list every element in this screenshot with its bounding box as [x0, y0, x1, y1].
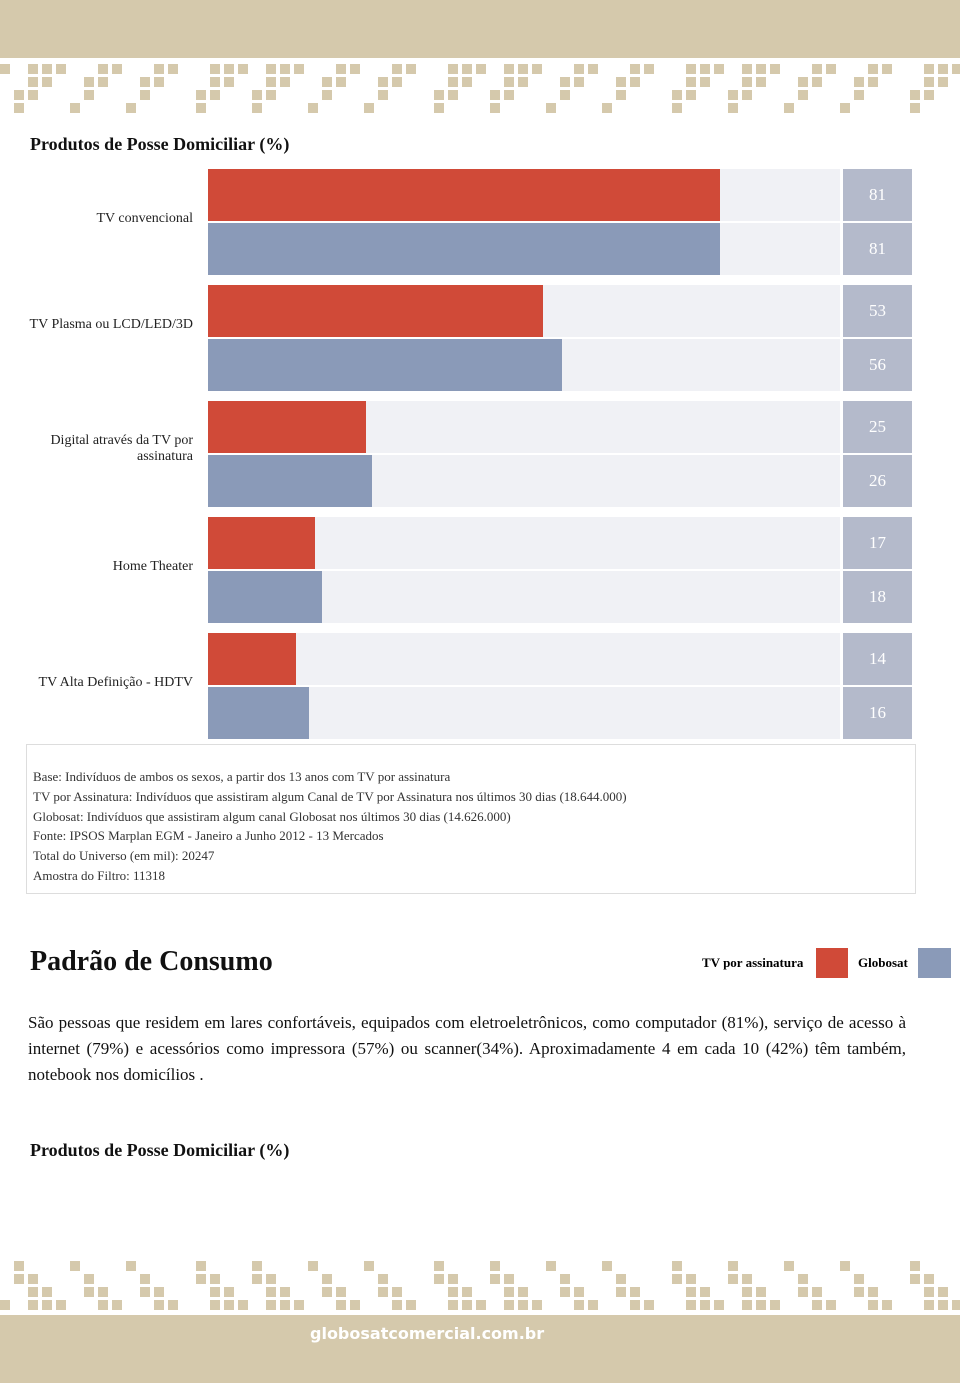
bar [208, 633, 297, 685]
footer-decoration [0, 1261, 960, 1383]
chart-title: Produtos de Posse Domiciliar (%) [30, 134, 290, 154]
value-label: 17 [843, 517, 912, 569]
bar [208, 339, 562, 391]
category-label: Home Theater [112, 559, 193, 574]
value-label: 26 [843, 455, 912, 507]
bar [208, 517, 316, 569]
value-label: 81 [843, 223, 912, 275]
section-title: Padrão de Consumo [30, 946, 273, 977]
value-label: 14 [843, 633, 912, 685]
note-line: Base: Indivíduos de ambos os sexos, a pa… [33, 769, 451, 784]
legend-swatch [918, 948, 951, 978]
note-line: Amostra do Filtro: 11318 [33, 867, 166, 883]
value-label: 16 [843, 687, 912, 739]
value-label: 81 [843, 169, 912, 221]
footer-site: globosatcomercial.com.br [310, 1324, 545, 1343]
category-label: TV Alta Definição - HDTV [38, 675, 193, 690]
header-decoration [0, 0, 960, 113]
category-label: TV Plasma ou LCD/LED/3D [29, 317, 193, 332]
value-label: 56 [843, 339, 912, 391]
bar-track [208, 687, 840, 739]
note-line: TV por Assinatura: Indivíduos que assist… [33, 788, 627, 804]
bar [208, 223, 720, 275]
note-line: Globosat: Indivíduos que assistiram algu… [33, 808, 511, 824]
category-label: Digital através da TV por assinatura [50, 433, 193, 464]
second-title: Produtos de Posse Domiciliar (%) [30, 1140, 290, 1160]
bar [208, 571, 322, 623]
bar [208, 455, 373, 507]
legend-swatch [816, 948, 848, 978]
bar [208, 285, 543, 337]
bar [208, 687, 310, 739]
bar [208, 401, 366, 453]
paragraph: São pessoas que residem em lares confort… [28, 1013, 906, 1084]
bar [208, 169, 720, 221]
notes-box: Base: Indivíduos de ambos os sexos, a pa… [26, 744, 916, 894]
value-label: 53 [843, 285, 912, 337]
note-line: Fonte: IPSOS Marplan EGM - Janeiro a Jun… [33, 828, 384, 844]
notes: Base: Indivíduos de ambos os sexos, a pa… [27, 745, 915, 886]
value-label: 18 [843, 571, 912, 623]
legend-label: TV por assinatura [702, 955, 804, 970]
category-label: TV convencional [96, 211, 193, 226]
legend-label: Globosat [858, 955, 908, 970]
value-label: 25 [843, 401, 912, 453]
note-line: Total do Universo (em mil): 20247 [33, 848, 215, 864]
bar-track [208, 633, 840, 685]
